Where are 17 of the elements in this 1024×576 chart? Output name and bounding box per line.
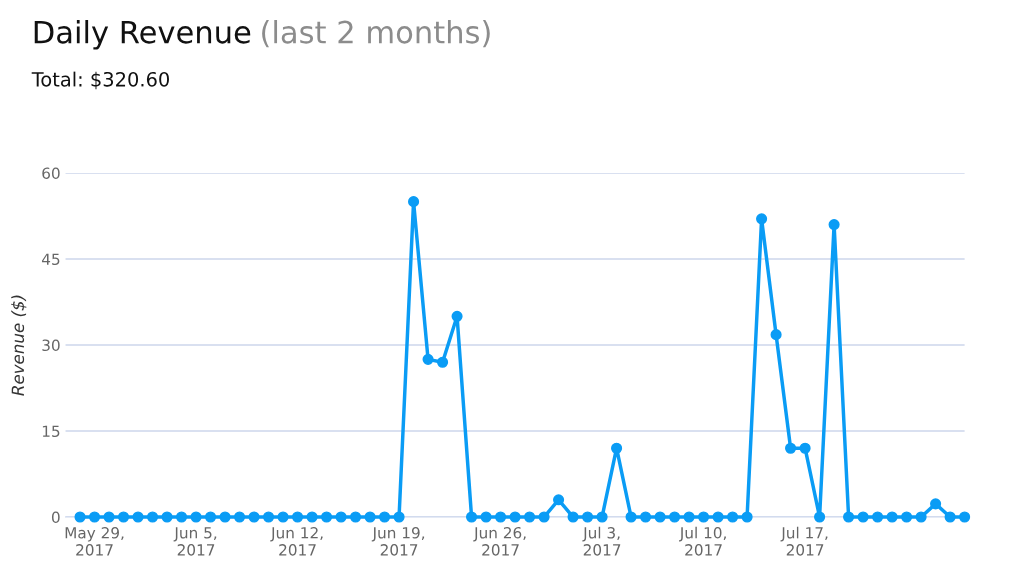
y-tick-label: 30 (42, 339, 60, 352)
text: (last 2 months) (262, 19, 490, 48)
x-tick-label: Jul 17, 2017 (780, 526, 828, 556)
y-tick-label: 45 (41, 253, 60, 266)
chart-title: Daily Revenue (34, 19, 251, 50)
y-tick-label: 0 (51, 511, 60, 524)
chart-subtitle: Total: $320.60 (31, 71, 169, 90)
x-tick-label: Jun 26, 2017 (473, 527, 526, 556)
x-tick-label: Jul 10, 2017 (679, 526, 726, 556)
y-axis-title: Revenue ($) (11, 295, 27, 396)
y-tick-label: 60 (42, 167, 60, 179)
x-tick-label: Jun 12, 2017 (270, 527, 323, 556)
x-tick-label: Jun 19, 2017 (371, 527, 425, 556)
x-tick-label: Jul 3, 2017 (582, 526, 621, 556)
y-tick-label: 15 (42, 425, 60, 438)
x-tick-label: Jun 5, 2017 (173, 527, 217, 556)
x-tick-label: May 29, 2017 (65, 527, 124, 556)
